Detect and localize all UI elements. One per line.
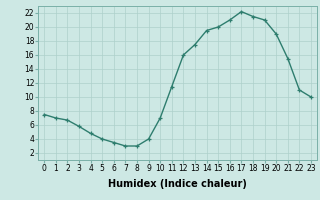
X-axis label: Humidex (Indice chaleur): Humidex (Indice chaleur) xyxy=(108,179,247,189)
